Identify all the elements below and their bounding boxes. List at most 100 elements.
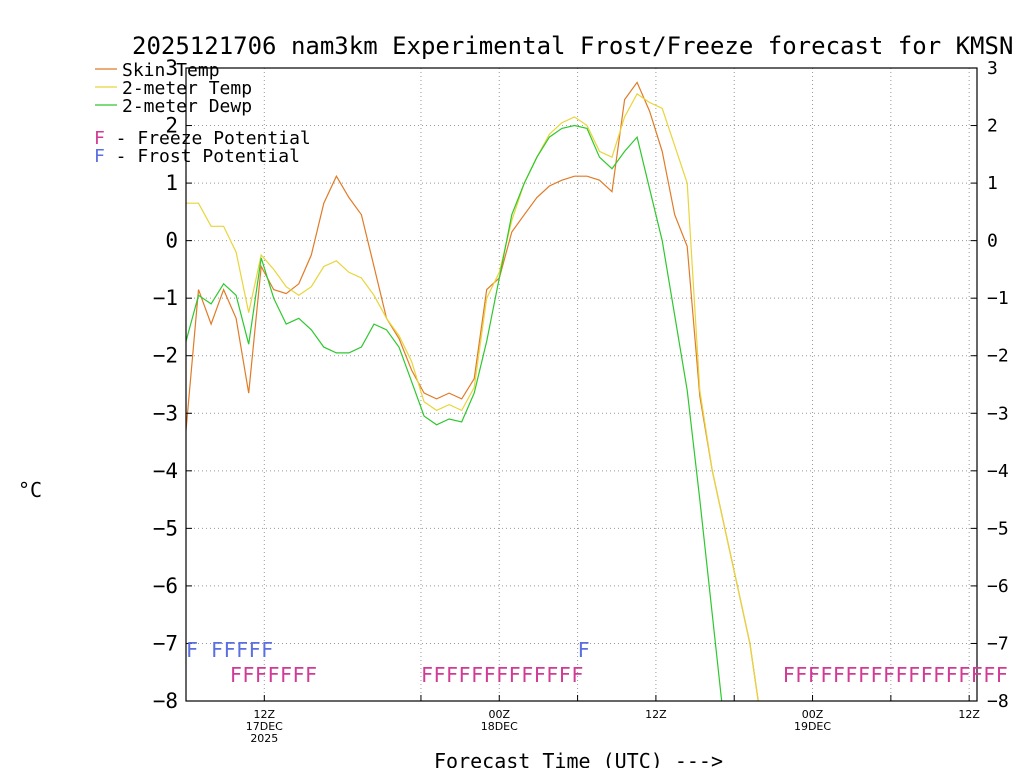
freeze-mark: F: [896, 663, 908, 687]
freeze-mark: F: [509, 663, 521, 687]
y-tick-label-right: −6: [987, 576, 1009, 597]
x-tick-label: 12Z: [645, 708, 667, 721]
freeze-mark: F: [559, 663, 571, 687]
legend-freeze-label: - Freeze Potential: [105, 128, 311, 149]
freeze-mark: F: [921, 663, 933, 687]
freeze-mark: F: [571, 663, 583, 687]
legend-frost-letter: F: [94, 146, 105, 167]
freeze-mark: F: [421, 663, 433, 687]
freeze-mark: F: [280, 663, 292, 687]
freeze-mark: F: [496, 663, 508, 687]
y-tick-label: 2: [165, 114, 178, 138]
legend-freeze-letter: F: [94, 128, 105, 149]
freeze-mark: F: [858, 663, 870, 687]
freeze-mark: F: [983, 663, 995, 687]
y-axis-label: °C: [18, 478, 42, 502]
legend-freeze: F - Freeze Potential: [94, 128, 311, 149]
legend: Skin Temp 2-meter Temp 2-meter Dewp F - …: [94, 60, 311, 167]
series-group: [186, 81, 759, 701]
y-tick-label-right: −7: [987, 633, 1009, 654]
freeze-mark: F: [305, 663, 317, 687]
y-tick-label-right: 1: [987, 173, 998, 194]
x-tick-label: 2025: [250, 732, 278, 745]
freeze-mark: F: [908, 663, 920, 687]
y-tick-label: 0: [165, 229, 178, 253]
freeze-mark: F: [230, 663, 242, 687]
freeze-mark: F: [946, 663, 958, 687]
freeze-mark: F: [933, 663, 945, 687]
y-tick-label: −2: [153, 344, 178, 368]
y-tick-label: −5: [153, 516, 178, 540]
freeze-mark: F: [820, 663, 832, 687]
y-tick-label-right: −2: [987, 346, 1009, 367]
y-tick-label: 1: [165, 171, 178, 195]
freeze-mark: F: [783, 663, 795, 687]
y-tick-label-right: 0: [987, 231, 998, 252]
freeze-mark: F: [971, 663, 983, 687]
freeze-mark: F: [808, 663, 820, 687]
plot-frame: [185, 67, 978, 702]
chart-title: 2025121706 nam3km Experimental Frost/Fre…: [132, 32, 1013, 60]
x-tick-label: 18DEC: [481, 720, 518, 733]
freeze-mark: F: [293, 663, 305, 687]
y-tick-label-right: −8: [987, 691, 1009, 712]
freeze-mark: F: [883, 663, 895, 687]
freeze-mark: F: [996, 663, 1008, 687]
legend-dewp-label: 2-meter Dewp: [122, 96, 252, 117]
y-tick-label: −7: [153, 631, 178, 655]
freeze-mark: F: [255, 663, 267, 687]
x-tick-label: 17DEC: [246, 720, 283, 733]
freeze-mark: F: [845, 663, 857, 687]
frost-mark: F: [236, 638, 248, 662]
legend-skin-label: Skin Temp: [122, 60, 220, 81]
freeze-mark: F: [521, 663, 533, 687]
x-tick-label: 00Z: [802, 708, 824, 721]
freeze-mark: F: [446, 663, 458, 687]
y-tick-label: −8: [153, 689, 178, 713]
frost-mark: F: [578, 638, 590, 662]
x-tick-label: 12Z: [958, 708, 980, 721]
freeze-mark: F: [242, 663, 254, 687]
y-tick-label: 3: [165, 56, 178, 80]
potential-marks: F F F F F F FF F F F F F F F F F F F F F F F F F F F F F F F F F F F F F F F F…: [186, 638, 1008, 687]
x-tick-label: 19DEC: [794, 720, 831, 733]
y-axis-right: 3 2 1 0 −1 −2 −3 −4 −5 −6 −7 −8: [971, 58, 1009, 712]
x-tick-label: 00Z: [488, 708, 510, 721]
freeze-mark: F: [267, 663, 279, 687]
freeze-mark: F: [870, 663, 882, 687]
x-axis-label: Forecast Time (UTC) --->: [434, 749, 723, 768]
grid: [186, 68, 977, 701]
freeze-mark: F: [795, 663, 807, 687]
freeze-mark: F: [958, 663, 970, 687]
freeze-mark: F: [534, 663, 546, 687]
y-tick-label: −4: [153, 459, 178, 483]
y-tick-label-right: −5: [987, 518, 1009, 539]
y-tick-label-right: 2: [987, 116, 998, 137]
series-2-meter-dewp: [186, 124, 723, 701]
frost-mark: F: [224, 638, 236, 662]
y-tick-label-right: −1: [987, 288, 1009, 309]
freeze-mark: F: [459, 663, 471, 687]
y-tick-label-right: −4: [987, 461, 1009, 482]
y-tick-label-right: −3: [987, 403, 1009, 424]
frost-mark: F: [186, 638, 198, 662]
y-tick-label-right: 3: [987, 58, 998, 79]
series-2-meter-temp: [186, 93, 759, 701]
freeze-mark: F: [546, 663, 558, 687]
freeze-mark: F: [471, 663, 483, 687]
y-tick-label: −3: [153, 401, 178, 425]
freeze-mark: F: [833, 663, 845, 687]
y-tick-label: −6: [153, 574, 178, 598]
frost-mark: F: [211, 638, 223, 662]
legend-temp-label: 2-meter Temp: [122, 78, 252, 99]
legend-frost: F - Frost Potential: [94, 146, 300, 167]
freeze-mark: F: [433, 663, 445, 687]
frost-mark: F: [261, 638, 273, 662]
freeze-mark: F: [484, 663, 496, 687]
y-tick-label: −1: [153, 286, 178, 310]
series-skin-temp: [186, 81, 759, 701]
legend-frost-label: - Frost Potential: [105, 146, 300, 167]
frost-mark: F: [249, 638, 261, 662]
